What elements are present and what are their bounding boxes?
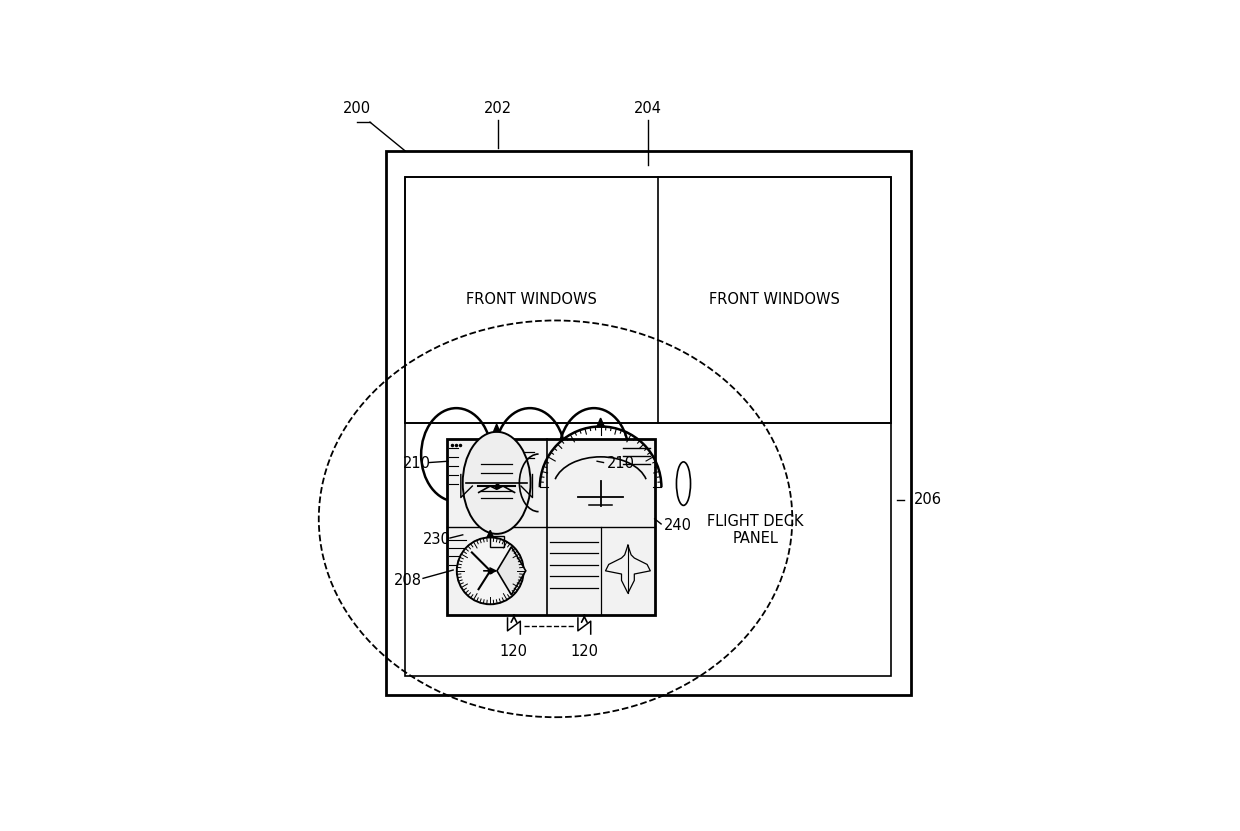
Text: FRONT WINDOWS: FRONT WINDOWS (466, 293, 596, 307)
Text: 230: 230 (423, 532, 451, 547)
Text: 204: 204 (635, 101, 662, 116)
Polygon shape (596, 418, 604, 427)
Text: 210: 210 (608, 455, 635, 470)
Bar (528, 503, 539, 521)
Bar (446, 439, 655, 615)
Text: 206: 206 (914, 492, 942, 507)
Polygon shape (497, 547, 526, 595)
Polygon shape (487, 530, 494, 538)
Text: 202: 202 (484, 101, 512, 116)
Text: 208: 208 (394, 573, 423, 588)
Text: 210: 210 (403, 455, 430, 470)
Text: 240: 240 (665, 518, 692, 533)
Bar (405, 176, 892, 676)
Bar (386, 151, 910, 695)
Text: 120: 120 (500, 643, 528, 659)
Ellipse shape (463, 432, 531, 534)
Bar (490, 536, 503, 548)
Text: 200: 200 (343, 101, 371, 116)
Circle shape (456, 538, 523, 604)
Bar (405, 176, 892, 423)
Text: 210: 210 (492, 455, 521, 470)
Text: FRONT WINDOWS: FRONT WINDOWS (709, 293, 841, 307)
Text: FLIGHT DECK
PANEL: FLIGHT DECK PANEL (707, 514, 804, 546)
Polygon shape (494, 424, 500, 432)
Text: 120: 120 (570, 643, 599, 659)
